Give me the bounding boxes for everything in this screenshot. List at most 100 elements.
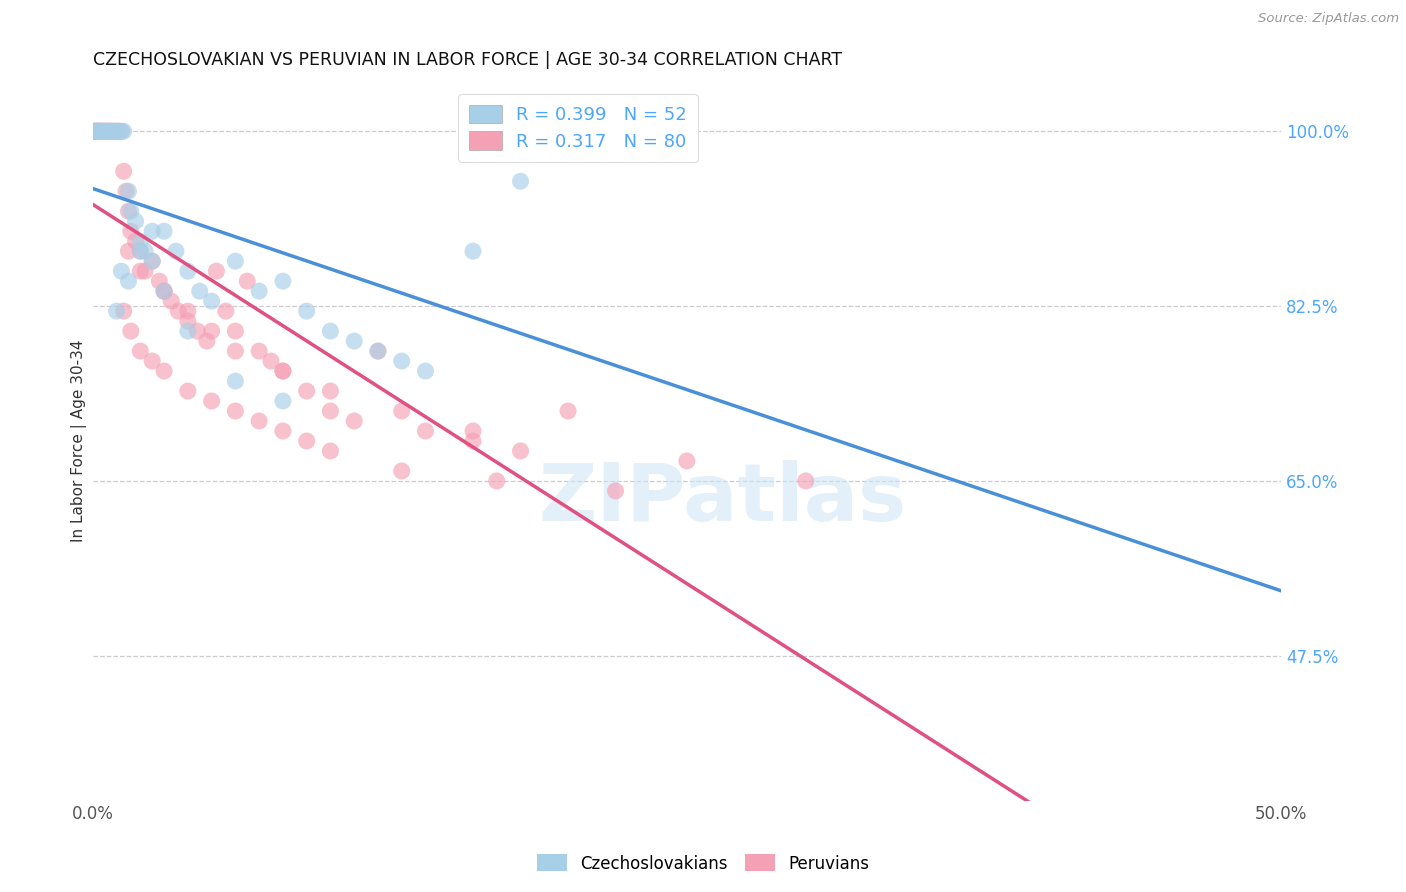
Point [295, 304, 318, 318]
Point [86, 124, 108, 138]
Point [105, 124, 128, 138]
Point [319, 404, 342, 418]
Point [117, 274, 139, 288]
Point [141, 254, 163, 268]
Point [160, 294, 183, 309]
Point [110, 124, 132, 138]
Point [120, 224, 142, 238]
Text: Source: ZipAtlas.com: Source: ZipAtlas.com [1258, 12, 1399, 25]
Point [461, 424, 484, 438]
Point [98, 124, 121, 138]
Point [112, 124, 135, 138]
Point [98, 124, 121, 138]
Point [148, 274, 170, 288]
Point [105, 124, 128, 138]
Point [112, 164, 135, 178]
Point [129, 264, 152, 278]
Point [101, 124, 124, 138]
Point [129, 234, 152, 248]
Point [224, 324, 246, 338]
Point [295, 384, 318, 398]
Point [271, 364, 294, 378]
Point [117, 184, 139, 198]
Y-axis label: In Labor Force | Age 30-34: In Labor Force | Age 30-34 [72, 340, 87, 542]
Point [224, 404, 246, 418]
Point [101, 124, 124, 138]
Point [343, 334, 366, 348]
Point [91, 124, 114, 138]
Point [105, 124, 128, 138]
Point [96, 124, 118, 138]
Point [129, 244, 152, 259]
Point [153, 364, 176, 378]
Point [343, 414, 366, 428]
Point [89, 124, 111, 138]
Point [188, 284, 211, 298]
Point [84, 124, 107, 138]
Point [103, 124, 125, 138]
Point [177, 264, 200, 278]
Point [93, 124, 115, 138]
Point [461, 434, 484, 448]
Point [177, 304, 200, 318]
Point [224, 374, 246, 388]
Point [153, 284, 176, 298]
Point [509, 444, 531, 458]
Point [84, 124, 107, 138]
Point [509, 174, 531, 188]
Point [84, 124, 107, 138]
Point [295, 434, 318, 448]
Point [110, 124, 132, 138]
Point [247, 344, 270, 359]
Legend: Czechoslovakians, Peruvians: Czechoslovakians, Peruvians [530, 847, 876, 880]
Point [319, 444, 342, 458]
Point [124, 234, 146, 248]
Point [201, 394, 224, 409]
Point [134, 244, 156, 259]
Point [605, 483, 627, 498]
Point [141, 254, 163, 268]
Point [105, 304, 128, 318]
Point [165, 244, 187, 259]
Point [86, 124, 108, 138]
Point [177, 384, 200, 398]
Point [86, 124, 108, 138]
Point [84, 124, 107, 138]
Point [91, 124, 114, 138]
Point [117, 204, 139, 219]
Point [461, 244, 484, 259]
Point [110, 264, 132, 278]
Point [224, 344, 246, 359]
Point [271, 364, 294, 378]
Point [93, 124, 115, 138]
Point [91, 124, 114, 138]
Point [98, 124, 121, 138]
Point [86, 124, 108, 138]
Point [247, 284, 270, 298]
Point [96, 124, 118, 138]
Point [167, 304, 190, 318]
Point [115, 184, 138, 198]
Point [129, 344, 152, 359]
Text: ZIPatlas: ZIPatlas [538, 459, 907, 538]
Point [86, 124, 108, 138]
Point [186, 324, 208, 338]
Point [319, 384, 342, 398]
Point [101, 124, 124, 138]
Point [605, 124, 627, 138]
Point [112, 304, 135, 318]
Point [84, 124, 107, 138]
Point [93, 124, 115, 138]
Point [153, 284, 176, 298]
Text: CZECHOSLOVAKIAN VS PERUVIAN IN LABOR FORCE | AGE 30-34 CORRELATION CHART: CZECHOSLOVAKIAN VS PERUVIAN IN LABOR FOR… [93, 51, 842, 69]
Point [91, 124, 114, 138]
Point [676, 454, 699, 468]
Point [271, 394, 294, 409]
Point [153, 284, 176, 298]
Point [415, 364, 437, 378]
Point [205, 264, 228, 278]
Point [120, 204, 142, 219]
Point [108, 124, 131, 138]
Point [391, 404, 413, 418]
Point [247, 414, 270, 428]
